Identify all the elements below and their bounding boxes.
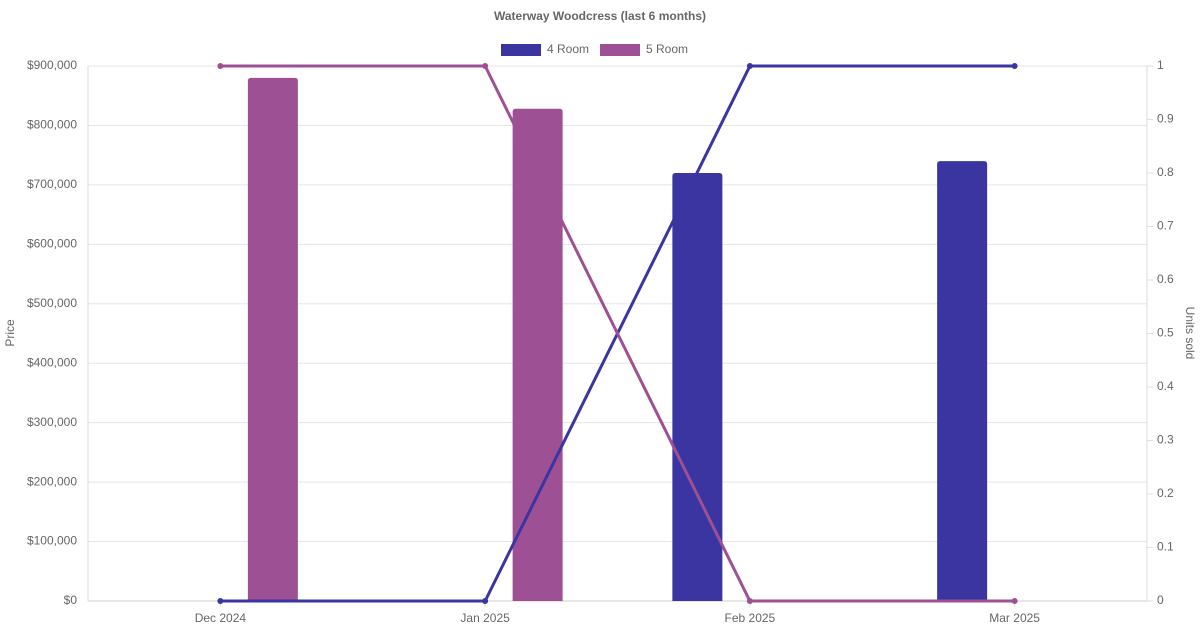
line [220,64,1015,603]
y2-tick-label: 0.8 [1157,165,1174,179]
y-tick-label: $200,000 [27,474,77,488]
point [482,63,489,69]
point [1011,63,1018,69]
chart-title: Waterway Woodcress (last 6 months) [494,9,706,23]
y2-tick-label: 0 [1157,593,1164,607]
y2-tick-label: 0.1 [1157,540,1174,554]
y2-tick-label: 0.7 [1157,219,1174,233]
point [1011,598,1018,604]
y-axis-title: Price [3,319,17,347]
point [746,598,753,604]
x-tick-label: Mar 2025 [989,611,1040,625]
y2-tick-label: 0.4 [1157,379,1174,393]
y-tick-label: $500,000 [27,296,77,310]
legend-swatch [501,44,541,56]
y-tick-label: $700,000 [27,177,77,191]
y2-tick-label: 0.3 [1157,433,1174,447]
y2-tick-label: 1 [1157,58,1164,72]
x-tick-label: Jan 2025 [460,611,510,625]
y-tick-label: $900,000 [27,58,77,72]
y-tick-label: $100,000 [27,534,77,548]
bar [512,108,563,602]
legend-label: 5 Room [646,42,688,56]
y-tick-label: $300,000 [27,415,77,429]
legend-label: 4 Room [547,42,589,56]
legend-swatch [600,44,640,56]
bar [937,161,988,601]
y2-tick-label: 0.9 [1157,112,1174,126]
y2-tick-label: 0.6 [1157,272,1174,286]
bar [247,77,298,601]
y-tick-label: $800,000 [27,118,77,132]
x-tick-label: Feb 2025 [725,611,776,625]
bar [672,173,723,601]
y2-tick-label: 0.2 [1157,486,1174,500]
y-tick-label: $400,000 [27,355,77,369]
y2-axis-title: Units sold [1183,307,1197,360]
y-tick-label: $0 [64,593,78,607]
point [746,63,753,69]
y2-tick-label: 0.5 [1157,326,1174,340]
point [217,63,224,69]
x-tick-label: Dec 2024 [195,611,247,625]
y-tick-label: $600,000 [27,237,77,251]
point [482,598,489,604]
point [217,598,224,604]
